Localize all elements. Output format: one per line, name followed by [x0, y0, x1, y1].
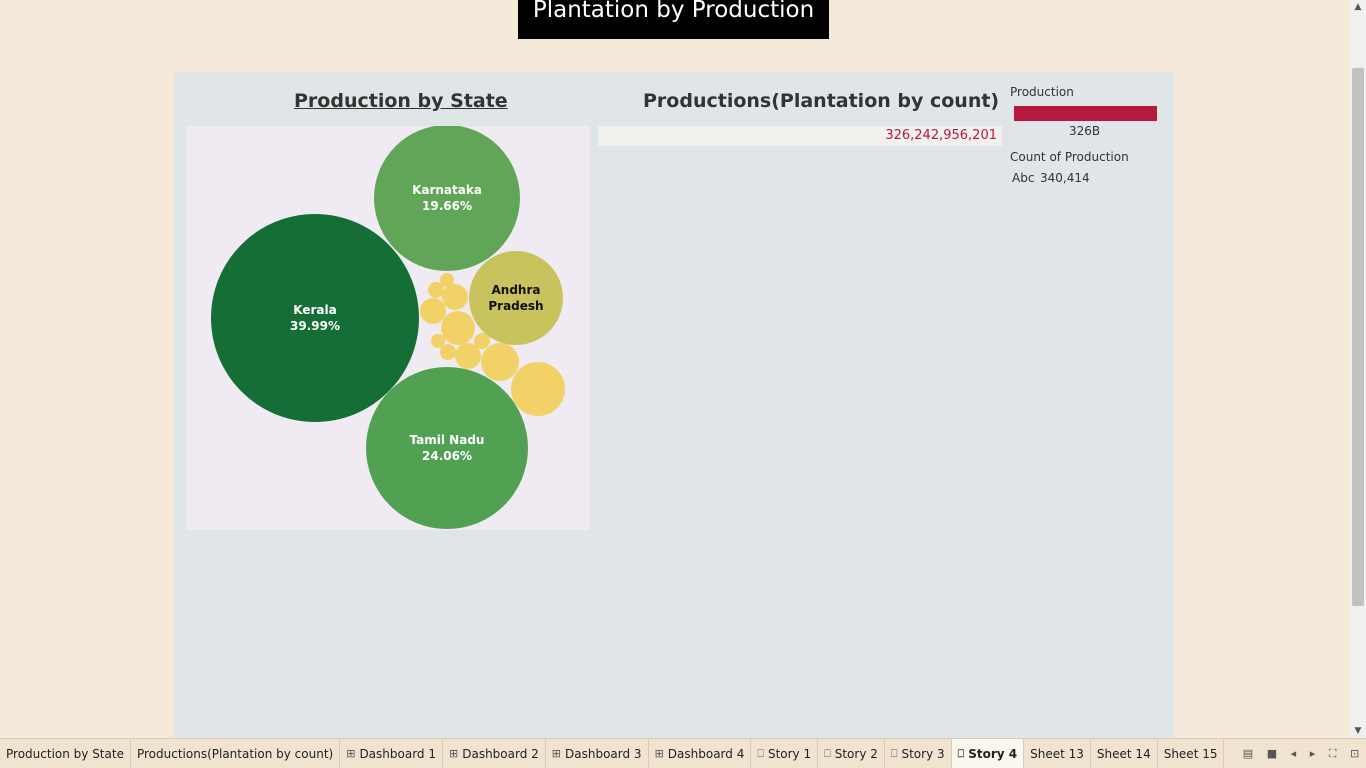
production-legend-title: Production	[1010, 85, 1074, 99]
production-legend-bar[interactable]	[1014, 106, 1157, 121]
bubble-small-state[interactable]	[441, 311, 475, 345]
show-tabs-icon[interactable]: ■	[1266, 747, 1278, 760]
sheet-tab-bar: Production by State Productions(Plantatio…	[0, 738, 1366, 768]
story-icon: ⎕	[890, 746, 898, 760]
bubble-label: Karnataka	[412, 183, 482, 197]
previous-sheet-icon[interactable]: ◂	[1290, 747, 1297, 760]
production-total-value: 326,242,956,201	[885, 128, 997, 143]
bubble-small-state[interactable]	[474, 333, 490, 349]
bubble-small-state[interactable]	[428, 282, 444, 298]
tab-story-4[interactable]: ⎕ Story 4	[951, 739, 1025, 768]
bubble-small-state[interactable]	[440, 344, 456, 360]
bubble-svg[interactable]: Kerala 39.99% Tamil Nadu 24.06% Karnataka 19.…	[186, 126, 590, 530]
bubble-label: Kerala	[293, 303, 336, 317]
scroll-thumb[interactable]	[1352, 68, 1364, 606]
vertical-scrollbar[interactable]: ▲ ▼	[1350, 0, 1366, 738]
tab-label: Story 3	[901, 746, 945, 761]
abc-icon: Abc	[1012, 171, 1035, 185]
tab-label: Story 4	[968, 746, 1018, 761]
tab-story-1[interactable]: ⎕ Story 1	[751, 739, 819, 768]
tab-label: Sheet 14	[1096, 746, 1151, 761]
tab-label: Dashboard 2	[462, 746, 539, 761]
bubble-label: Andhra	[492, 283, 541, 297]
bubble-small-state[interactable]	[442, 284, 468, 310]
tab-controls: ▤ ■ ◂ ▸ ⛶ ⊡	[1236, 739, 1366, 768]
tab-dashboard-3[interactable]: ⊞ Dashboard 3	[546, 739, 649, 768]
dashboard-icon: ⊞	[346, 747, 356, 760]
tab-dashboard-1[interactable]: ⊞ Dashboard 1	[340, 739, 443, 768]
tab-label: Productions(Plantation by count)	[136, 746, 334, 761]
production-text-row[interactable]: 326,242,956,201	[598, 126, 1002, 146]
bubble-small-state[interactable]	[420, 298, 446, 324]
bubble-label: 19.66%	[422, 199, 472, 213]
story-icon: ⎕	[824, 746, 831, 760]
count-legend-title: Count of Production	[1010, 150, 1129, 164]
fullscreen-icon[interactable]: ⛶	[1328, 746, 1337, 760]
bubble-chart[interactable]: Kerala 39.99% Tamil Nadu 24.06% Karnataka 19.…	[186, 126, 590, 530]
productions-count-title[interactable]: Productions(Plantation by count)	[643, 90, 1000, 112]
bubble-small-state[interactable]	[440, 273, 454, 287]
tab-label: Production by State	[6, 746, 124, 761]
presentation-icon[interactable]: ⊡	[1350, 747, 1360, 760]
tab-dashboard-4[interactable]: ⊞ Dashboard 4	[649, 739, 752, 768]
bubble-label: 24.06%	[422, 449, 472, 463]
tab-sheet-13[interactable]: Sheet 13	[1024, 739, 1091, 768]
bubble-label: Pradesh	[488, 299, 543, 313]
story-title-text: Plantation by Production	[532, 0, 815, 23]
tab-production-by-state[interactable]: Production by State	[0, 739, 131, 768]
tab-label: Story 1	[767, 746, 812, 761]
tab-label: Dashboard 1	[359, 746, 436, 761]
bubble-kerala[interactable]	[211, 214, 419, 422]
tab-story-2[interactable]: ⎕ Story 2	[818, 739, 885, 768]
tab-label: Sheet 13	[1030, 746, 1084, 761]
dashboard-icon: ⊞	[654, 747, 664, 760]
scroll-up-icon[interactable]: ▲	[1354, 2, 1362, 12]
tab-label: Sheet 15	[1163, 746, 1218, 761]
tab-productions-plantation-by-count-[interactable]: Productions(Plantation by count)	[131, 739, 341, 768]
production-legend-tick: 326B	[1069, 124, 1101, 138]
story-title: Plantation by Production	[518, 0, 829, 39]
bubble-label: Tamil Nadu	[410, 433, 485, 447]
tab-dashboard-2[interactable]: ⊞ Dashboard 2	[443, 739, 546, 768]
tab-label: Story 2	[834, 746, 878, 761]
production-by-state-title[interactable]: Production by State	[294, 90, 508, 112]
dashboard-area: Production by State Productions(Plantati…	[174, 72, 1174, 738]
dashboard-icon: ⊞	[449, 747, 459, 760]
bubble-label: 39.99%	[290, 319, 340, 333]
tab-sheet-15[interactable]: Sheet 15	[1158, 739, 1225, 768]
bubble-karnataka[interactable]	[374, 126, 520, 271]
count-legend-value: 340,414	[1040, 171, 1090, 185]
story-icon: ⎕	[957, 746, 965, 760]
next-sheet-icon[interactable]: ▸	[1309, 747, 1316, 760]
bubble-andhra-pradesh[interactable]	[469, 251, 563, 345]
bubble-tamil-nadu[interactable]	[366, 367, 528, 529]
dashboard-icon: ⊞	[551, 747, 561, 760]
tab-story-3[interactable]: ⎕ Story 3	[885, 739, 952, 768]
bubble-small-state[interactable]	[455, 343, 481, 369]
tab-label: Dashboard 4	[667, 746, 745, 761]
bubble-small-state[interactable]	[511, 362, 565, 416]
tab-list: Production by State Productions(Plantatio…	[0, 739, 1225, 768]
tab-label: Dashboard 3	[565, 746, 642, 761]
story-icon: ⎕	[757, 746, 764, 760]
bubble-small-state[interactable]	[431, 334, 445, 348]
bubble-small-state[interactable]	[481, 343, 519, 381]
tab-sheet-14[interactable]: Sheet 14	[1091, 739, 1158, 768]
show-filmstrip-icon[interactable]: ▤	[1242, 747, 1254, 760]
scroll-down-icon[interactable]: ▼	[1354, 726, 1362, 736]
